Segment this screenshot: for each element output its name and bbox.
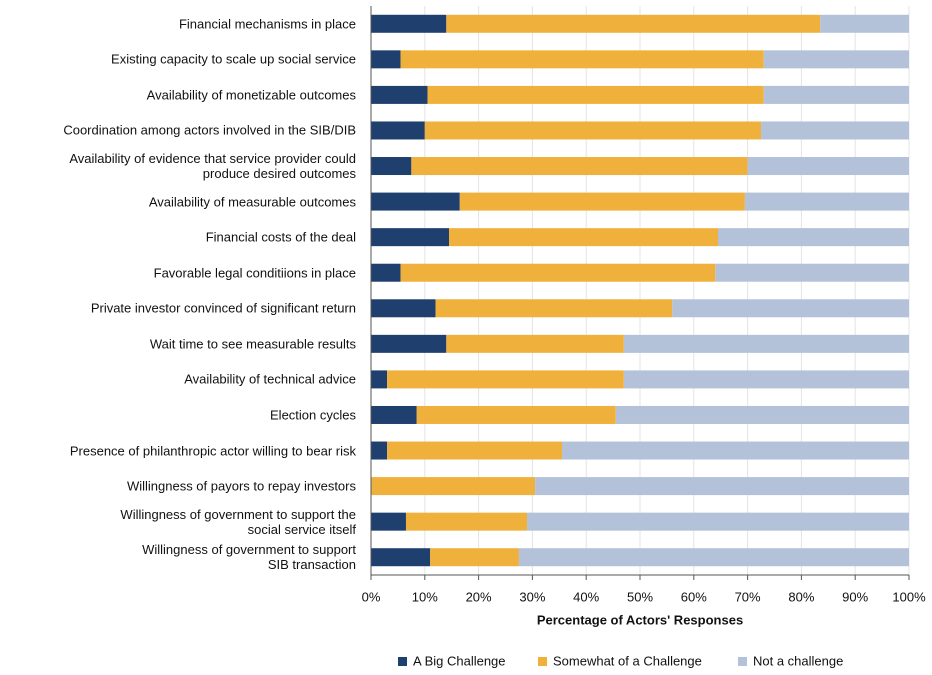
bar-segment <box>820 14 909 33</box>
bar-segment <box>718 228 909 247</box>
bar-segment <box>446 334 624 353</box>
category-label: Favorable legal conditiions in place <box>153 265 356 281</box>
bar-segment <box>405 512 528 531</box>
bar-segment <box>371 263 401 282</box>
bar-segment <box>387 370 624 389</box>
bar-segment <box>400 263 716 282</box>
x-tick-label: 0% <box>362 589 381 604</box>
bar-segment <box>744 192 909 211</box>
bar-segment <box>371 157 412 176</box>
bar-segment <box>615 405 909 424</box>
bar-segment <box>371 477 536 496</box>
category-label: Election cycles <box>270 407 356 423</box>
category-label: Willingness of payors to repay investors <box>126 478 356 494</box>
bar-segment <box>387 441 562 460</box>
legend-label: A Big Challenge <box>413 653 506 668</box>
category-label: Existing capacity to scale up social ser… <box>111 51 356 67</box>
bar-segment <box>371 370 388 389</box>
bar-segment <box>761 121 909 140</box>
x-tick-label: 10% <box>412 589 438 604</box>
bar-segment <box>747 157 909 176</box>
x-tick-label: 80% <box>788 589 814 604</box>
bar-segment <box>371 121 425 140</box>
bar-segment <box>435 299 673 318</box>
category-label: Financial costs of the deal <box>205 229 356 245</box>
category-label: Wait time to see measurable results <box>149 336 356 352</box>
x-tick-label: 70% <box>735 589 761 604</box>
legend-label: Not a challenge <box>753 653 843 668</box>
bar-segment <box>763 85 909 104</box>
category-label: Availability of monetizable outcomes <box>146 87 356 103</box>
bar-segment <box>371 192 460 211</box>
bar-segment <box>371 441 388 460</box>
bar-segment <box>430 548 519 567</box>
bar-segment <box>371 50 401 69</box>
category-label: Willingness of government to support the… <box>120 506 356 537</box>
bar-segment <box>449 228 719 247</box>
x-tick-label: 50% <box>627 589 653 604</box>
bar-segment <box>527 512 909 531</box>
bar-segment <box>371 512 406 531</box>
bar-segment <box>371 228 450 247</box>
bar-segment <box>561 441 909 460</box>
x-tick-label: 60% <box>681 589 707 604</box>
bar-segment <box>416 405 616 424</box>
category-label: Presence of philanthropic actor willing … <box>69 443 356 459</box>
bar-segment <box>518 548 909 567</box>
bar-segment <box>371 85 428 104</box>
legend-swatch <box>398 657 407 666</box>
bar-segment <box>623 370 909 389</box>
bar-segment <box>371 14 447 33</box>
bar-segment <box>623 334 909 353</box>
bar-segment <box>424 121 762 140</box>
x-tick-label: 30% <box>519 589 545 604</box>
legend-swatch <box>738 657 747 666</box>
bar-segment <box>763 50 909 69</box>
category-label: Willingness of government to support SIB… <box>142 542 356 573</box>
category-label: Financial mechanisms in place <box>178 16 356 32</box>
bar-segment <box>535 477 909 496</box>
x-tick-label: 20% <box>466 589 492 604</box>
category-label: Availability of technical advice <box>184 371 356 387</box>
bar-segment <box>371 405 417 424</box>
bar-segment <box>371 548 431 567</box>
category-label: Availability of measurable outcomes <box>148 194 356 210</box>
category-label: Availability of evidence that service pr… <box>69 151 356 182</box>
bar-segment <box>427 85 764 104</box>
x-axis-title: Percentage of Actors' Responses <box>537 612 743 627</box>
bar-segment <box>446 14 821 33</box>
legend-label: Somewhat of a Challenge <box>553 653 702 668</box>
x-tick-label: 90% <box>842 589 868 604</box>
category-label: Coordination among actors involved in th… <box>63 122 356 138</box>
bar-segment <box>411 157 748 176</box>
x-tick-label: 100% <box>892 589 926 604</box>
bar-segment <box>371 299 436 318</box>
category-label: Private investor convinced of significan… <box>90 300 356 316</box>
bar-segment <box>672 299 909 318</box>
bar-segment <box>715 263 909 282</box>
bar-segment <box>400 50 764 69</box>
bar-segment <box>459 192 745 211</box>
x-tick-label: 40% <box>573 589 599 604</box>
legend-swatch <box>538 657 547 666</box>
bar-segment <box>371 334 447 353</box>
